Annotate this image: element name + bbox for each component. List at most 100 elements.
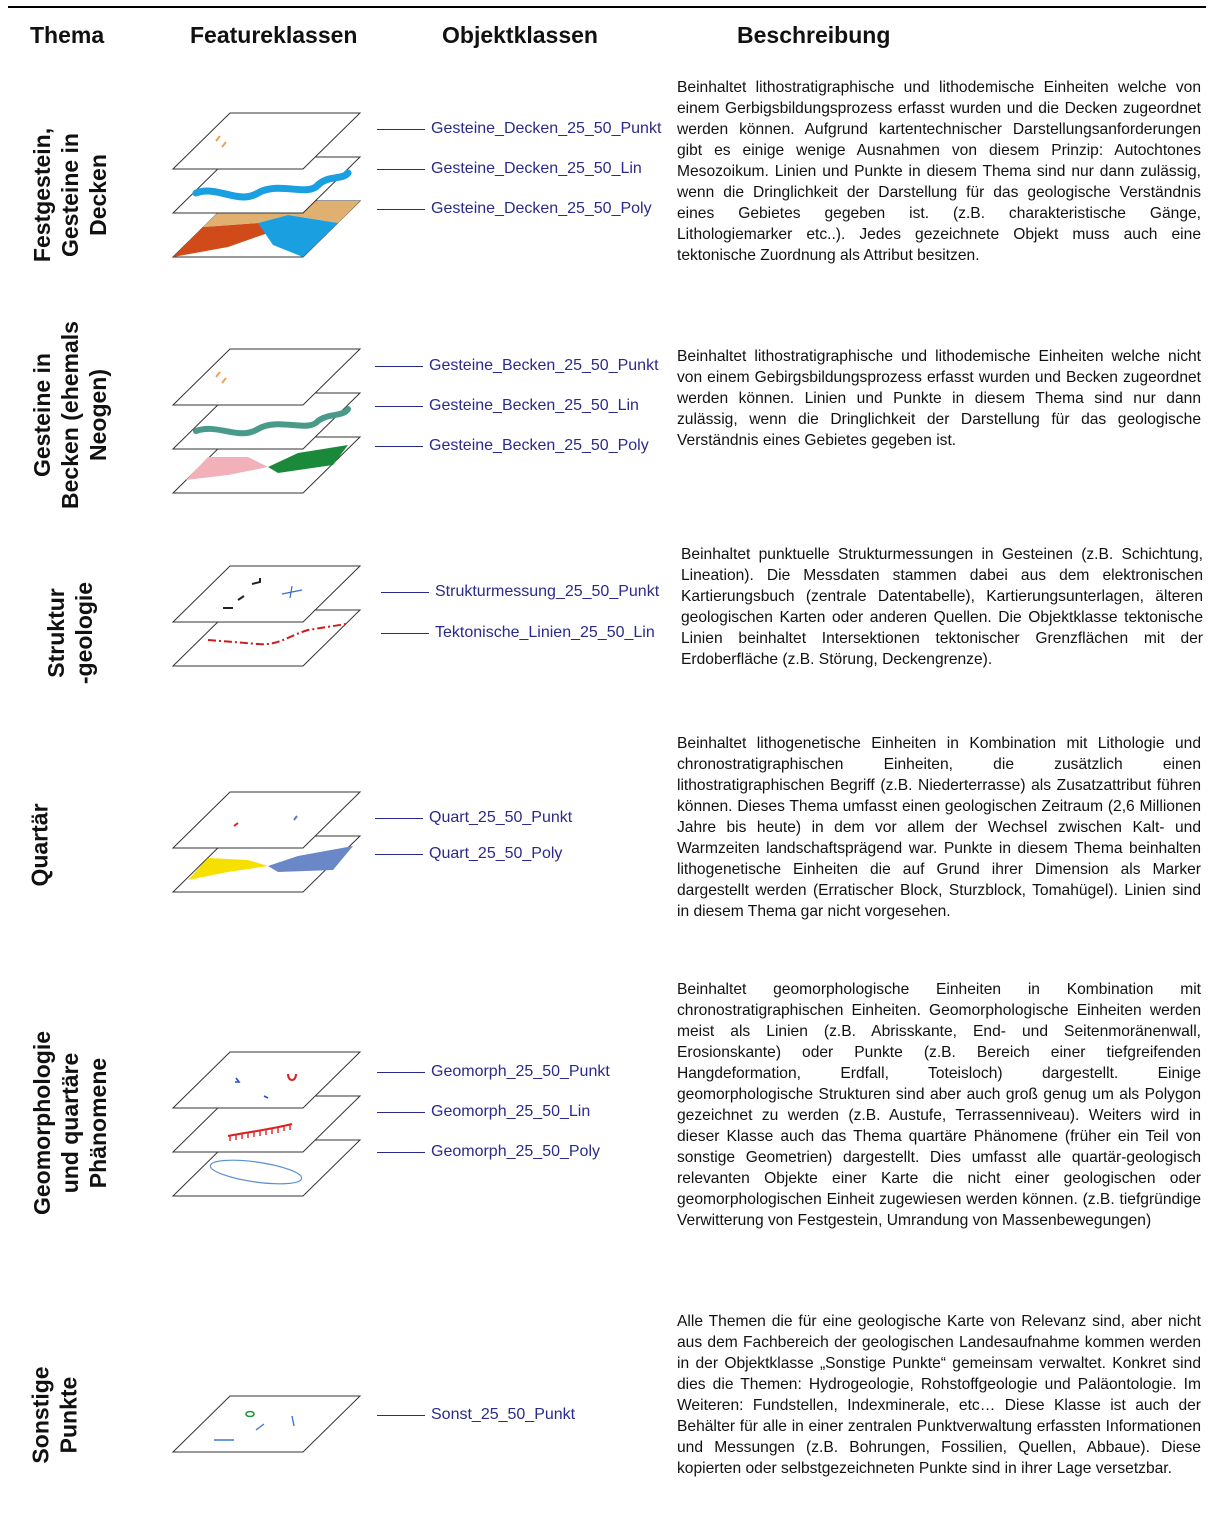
line-hachure-ticks	[229, 1125, 291, 1141]
object-class-label: Quart_25_50_Punkt	[429, 809, 573, 826]
line-feature-tectonic	[207, 623, 347, 646]
description: Beinhaltet lithogenetische Einheiten in …	[677, 735, 1201, 920]
object-class-label: Gesteine_Decken_25_50_Poly	[431, 200, 652, 217]
point-feature	[214, 1415, 295, 1441]
theme-line: Neogen)	[85, 369, 111, 461]
theme-sonstige-punkte: Sonstige Punkte	[10, 1330, 100, 1500]
object-class-item: Geomorph_25_50_Poly	[377, 1143, 600, 1161]
poly-shape-blue	[258, 215, 338, 257]
layer-plane-point	[171, 1051, 362, 1109]
object-class-label: Geomorph_25_50_Punkt	[431, 1063, 610, 1080]
feature-layers-becken	[171, 348, 362, 494]
point-feature	[233, 822, 239, 827]
header-objektklassen: Objektklassen	[442, 22, 598, 48]
object-class-label: Gesteine_Decken_25_50_Lin	[431, 160, 642, 177]
theme-line: Becken (ehemals	[57, 321, 83, 509]
layer-plane-line	[171, 609, 362, 667]
poly-shape-pink	[186, 457, 268, 480]
poly-shape-red	[173, 223, 268, 257]
point-feature	[263, 1095, 269, 1099]
theme-line: Festgestein,	[29, 127, 55, 263]
feature-layers-sonstige	[171, 1395, 362, 1453]
point-feature-symbol	[281, 585, 303, 599]
object-class-label: Geomorph_25_50_Lin	[431, 1103, 591, 1120]
point-feature	[293, 815, 298, 821]
point-feature	[235, 1077, 241, 1083]
object-class-item: Quart_25_50_Poly	[375, 845, 562, 863]
poly-shape-yellow	[188, 858, 268, 880]
theme-becken: Gesteine in Becken (ehemals Neogen)	[10, 310, 130, 520]
layer-plane-poly	[171, 835, 362, 893]
object-class-item: Strukturmessung_25_50_Punkt	[381, 583, 659, 601]
header-beschreibung: Beschreibung	[737, 22, 891, 48]
layer-plane-line	[171, 392, 362, 450]
object-class-label: Gesteine_Decken_25_50_Punkt	[431, 120, 662, 137]
object-class-item: Gesteine_Decken_25_50_Punkt	[377, 120, 661, 138]
point-feature	[215, 135, 227, 148]
poly-shape-green	[268, 445, 348, 473]
object-class-item: Geomorph_25_50_Punkt	[377, 1063, 610, 1081]
description: Beinhaltet punktuelle Strukturmessungen …	[681, 546, 1203, 668]
layer-plane-poly	[171, 1139, 362, 1197]
theme-line: Decken	[85, 154, 111, 236]
feature-layers-strukturgeologie	[171, 565, 362, 667]
theme-line: Quartär	[27, 803, 53, 887]
layer-plane-point	[171, 112, 362, 170]
object-class-label: Tektonische_Linien_25_50_Lin	[435, 624, 655, 641]
description: Alle Themen die für eine geologische Kar…	[677, 1313, 1201, 1477]
feature-layers-festgestein	[171, 112, 362, 258]
layer-plane-point	[171, 791, 362, 849]
theme-line: Gesteine in	[57, 133, 83, 257]
poly-shape-outline	[209, 1159, 303, 1185]
feature-layers-geomorphologie	[171, 1051, 362, 1197]
object-class-item: Tektonische_Linien_25_50_Lin	[381, 624, 655, 642]
object-class-item: Gesteine_Decken_25_50_Lin	[377, 160, 642, 178]
object-class-item: Gesteine_Decken_25_50_Poly	[377, 200, 652, 218]
object-class-label: Sonst_25_50_Punkt	[431, 1406, 576, 1423]
object-class-label: Gesteine_Becken_25_50_Poly	[429, 437, 649, 454]
theme-line: Punkte	[56, 1376, 82, 1454]
layer-plane-point	[171, 348, 362, 406]
layer-plane-line	[171, 156, 362, 214]
theme-geomorphologie: Geomorphologie und quartäre Phänomene	[10, 1010, 130, 1235]
theme-festgestein: Festgestein, Gesteine in Decken	[10, 70, 130, 320]
theme-quartaer: Quartär	[10, 770, 70, 920]
header-featureklassen: Featureklassen	[190, 22, 358, 48]
poly-shape-blue	[268, 846, 353, 872]
theme-line: Geomorphologie	[29, 1030, 55, 1215]
theme-line: -geologie	[70, 581, 97, 684]
theme-line: und quartäre	[57, 1052, 83, 1193]
layer-plane-point	[171, 1395, 362, 1453]
point-feature	[245, 1410, 255, 1418]
line-feature-hachure	[227, 1123, 293, 1137]
object-class-item: Gesteine_Becken_25_50_Poly	[375, 437, 649, 455]
layer-plane-point	[171, 565, 362, 623]
object-class-item: Quart_25_50_Punkt	[375, 809, 572, 827]
point-feature-symbol	[223, 578, 261, 609]
object-class-item: Gesteine_Becken_25_50_Punkt	[375, 357, 659, 375]
theme-line: Phänomene	[85, 1057, 111, 1188]
description: Beinhaltet lithostratigraphische und lit…	[677, 348, 1201, 449]
theme-line: Gesteine in	[29, 353, 55, 477]
line-feature-teal	[193, 406, 351, 437]
description: Beinhaltet geomorphologische Einheiten i…	[677, 981, 1201, 1229]
layer-plane-line	[171, 1095, 362, 1153]
theme-line: Struktur	[42, 587, 69, 678]
top-rule	[8, 6, 1206, 8]
theme-strukturgeologie: Struktur -geologie	[10, 545, 130, 720]
point-feature	[215, 371, 227, 384]
object-class-label: Quart_25_50_Poly	[429, 845, 563, 862]
line-feature-blue	[192, 169, 352, 201]
theme-line: Sonstige	[28, 1366, 54, 1464]
object-class-item: Gesteine_Becken_25_50_Lin	[375, 397, 639, 415]
header-thema: Thema	[30, 22, 105, 48]
object-class-item: Sonst_25_50_Punkt	[377, 1406, 575, 1424]
point-feature	[287, 1073, 297, 1081]
object-class-label: Strukturmessung_25_50_Punkt	[435, 583, 660, 600]
object-class-label: Gesteine_Becken_25_50_Punkt	[429, 357, 659, 374]
object-class-label: Gesteine_Becken_25_50_Lin	[429, 397, 639, 414]
object-class-item: Geomorph_25_50_Lin	[377, 1103, 590, 1121]
description: Beinhaltet lithostratigraphische und lit…	[677, 79, 1201, 264]
object-class-label: Geomorph_25_50_Poly	[431, 1143, 601, 1160]
feature-layers-quartaer	[171, 791, 362, 893]
